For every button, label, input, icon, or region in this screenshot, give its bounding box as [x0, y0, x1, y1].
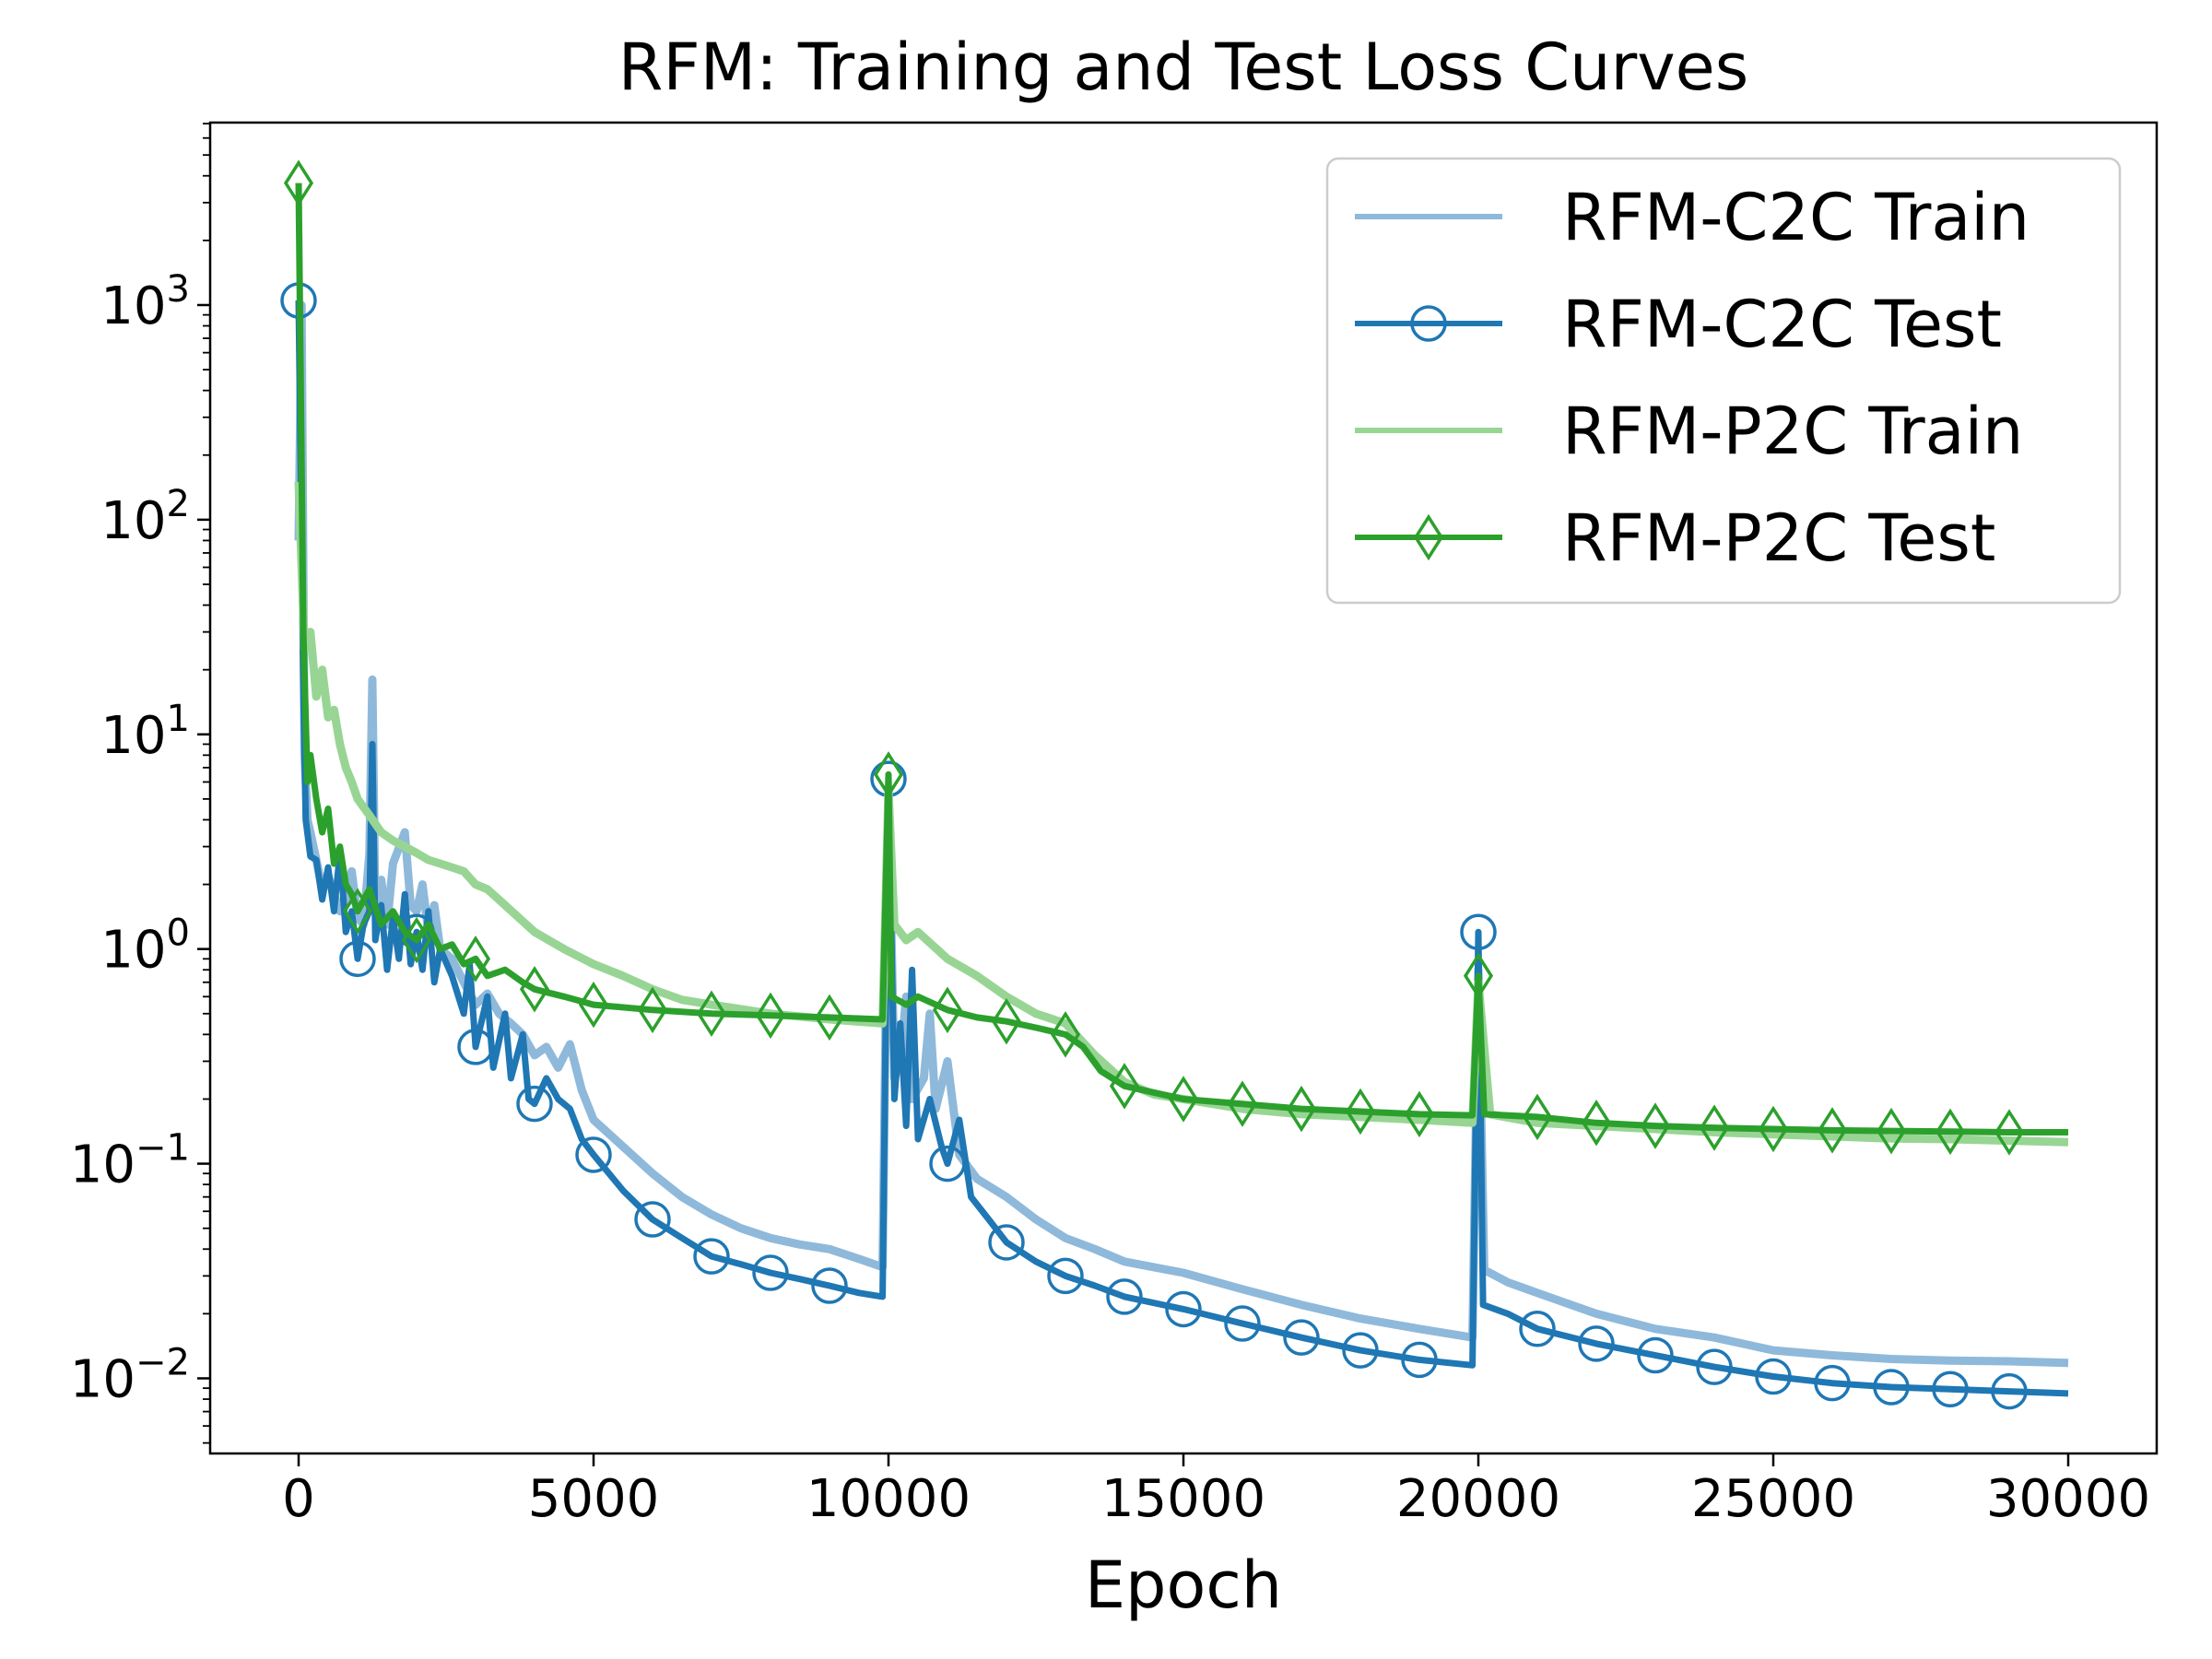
- x-tick-label: 20000: [1396, 1469, 1560, 1529]
- rfm-p2c-test-marker: [1581, 1099, 1612, 1147]
- rfm-p2c-test-marker: [1640, 1102, 1671, 1149]
- rfm-p2c-test-marker: [932, 986, 963, 1034]
- rfm-c2c-test-marker: [1460, 913, 1497, 950]
- rfm-p2c-test-marker: [1345, 1088, 1376, 1135]
- x-tick-label: 0: [282, 1469, 315, 1529]
- legend: RFM-C2C Train RFM-C2C Test RFM-P2C Train RF…: [1325, 157, 2122, 605]
- rfm-p2c-test-marker: [637, 986, 668, 1034]
- rfm-c2c-test-marker: [1047, 1257, 1084, 1295]
- y-tick-label: 103: [100, 268, 190, 336]
- legend-entry-rfm-c2c-train: RFM-C2C Train: [1355, 180, 2030, 255]
- rfm-c2c-test-marker: [929, 1145, 966, 1182]
- rfm-p2c-test-marker: [873, 751, 904, 798]
- legend-label: RFM-C2C Test: [1562, 287, 2002, 362]
- rfm-c2c-test-marker: [634, 1201, 671, 1238]
- rfm-p2c-test-marker: [1935, 1108, 1966, 1156]
- rfm-c2c-test-marker: [575, 1136, 612, 1173]
- legend-box: [1325, 157, 2122, 605]
- rfm-p2c-test-marker: [1463, 952, 1494, 1000]
- rfm-p2c-test-marker: [1404, 1090, 1435, 1138]
- rfm-p2c-test-marker: [283, 159, 314, 206]
- rfm-c2c-test-marker: [1283, 1319, 1320, 1356]
- rfm-p2c-test-marker: [1109, 1063, 1140, 1110]
- rfm-c2c-test-marker: [752, 1254, 789, 1291]
- rfm-p2c-test-marker: [578, 981, 609, 1029]
- rfm-c2c-test-marker: [1106, 1278, 1143, 1315]
- rfm-c2c-test-marker: [339, 940, 376, 978]
- plot-area: [280, 159, 2069, 1410]
- rfm-p2c-test-marker: [1227, 1080, 1258, 1127]
- rfm-c2c-test-marker: [516, 1085, 553, 1123]
- legend-label: RFM-P2C Test: [1562, 500, 1995, 576]
- rfm-p2c-test-marker: [342, 888, 373, 935]
- series-group: [280, 159, 2069, 1410]
- x-tick-label: 15000: [1101, 1469, 1265, 1529]
- legend-circle-icon: [1410, 305, 1447, 342]
- x-tick-label: 5000: [528, 1469, 660, 1529]
- rfm-p2c-test-marker: [1050, 1011, 1081, 1058]
- rfm-c2c-test-marker: [811, 1267, 848, 1304]
- rfm-c2c-test-marker: [1637, 1336, 1674, 1374]
- y-tick-label: 10−2: [70, 1341, 190, 1409]
- rfm-c2c-test-marker: [1519, 1311, 1556, 1347]
- rfm-p2c-test-marker: [1758, 1105, 1789, 1153]
- rfm-c2c-test-marker: [1696, 1348, 1733, 1385]
- rfm-c2c-test-marker: [1224, 1305, 1261, 1342]
- rfm-c2c-test-marker: [1165, 1290, 1202, 1328]
- rfm-p2c-test-marker: [460, 935, 491, 982]
- rfm-c2c-test-marker: [1991, 1372, 2028, 1410]
- rfm-c2c-test-marker: [1932, 1371, 1969, 1408]
- rfm-c2c-test-marker: [693, 1238, 730, 1275]
- legend-diamond-icon: [1413, 513, 1444, 561]
- rfm-p2c-test-marker: [755, 992, 786, 1040]
- rfm-p2c-test-marker: [1522, 1093, 1553, 1141]
- axes: 0 5000 10000 15000 20000 25000 30000 10−2 10−1 10…: [70, 121, 2159, 1529]
- rfm-p2c-test-marker: [1168, 1076, 1199, 1123]
- legend-entry-rfm-c2c-test: RFM-C2C Test: [1355, 287, 2002, 362]
- rfm-c2c-test-marker: [1755, 1358, 1792, 1395]
- rfm-c2c-test-line: [295, 300, 2069, 1397]
- y-tick-label: 100: [100, 912, 190, 981]
- legend-entry-rfm-p2c-test: RFM-P2C Test: [1355, 500, 1995, 576]
- chart-title: RFM: Training and Test Loss Curves: [618, 29, 1748, 105]
- rfm-p2c-test-marker: [1994, 1109, 2025, 1156]
- rfm-p2c-test-marker: [814, 994, 845, 1041]
- rfm-p2c-test-marker: [696, 990, 727, 1038]
- x-tick-label: 30000: [1986, 1469, 2150, 1529]
- x-tick-label: 25000: [1691, 1469, 1855, 1529]
- rfm-p2c-test-marker: [1876, 1107, 1907, 1155]
- x-axis-label: Epoch: [1085, 1547, 1282, 1623]
- rfm-c2c-test-marker: [988, 1224, 1025, 1261]
- rfm-p2c-test-marker: [1699, 1104, 1730, 1151]
- y-tick-label: 10−1: [70, 1127, 190, 1195]
- rfm-c2c-test-marker: [1578, 1325, 1615, 1362]
- rfm-p2c-test-marker: [1286, 1085, 1317, 1133]
- rfm-p2c-test-marker: [1817, 1107, 1848, 1154]
- rfm-p2c-test-marker: [991, 997, 1022, 1045]
- rfm-c2c-test-marker: [457, 1029, 494, 1065]
- rfm-c2c-test-marker: [1814, 1364, 1851, 1402]
- rfm-c2c-test-marker: [1873, 1369, 1910, 1406]
- rfm-p2c-test-marker: [401, 916, 432, 964]
- rfm-c2c-test-marker: [1342, 1332, 1379, 1369]
- legend-label: RFM-C2C Train: [1562, 180, 2030, 255]
- x-tick-label: 10000: [806, 1469, 971, 1529]
- rfm-c2c-test-marker: [1401, 1341, 1438, 1379]
- legend-entry-rfm-p2c-train: RFM-P2C Train: [1355, 394, 2023, 469]
- y-tick-label: 101: [100, 698, 190, 766]
- y-tick-label: 102: [100, 483, 190, 551]
- legend-label: RFM-P2C Train: [1562, 394, 2023, 469]
- rfm-p2c-test-marker: [519, 965, 550, 1013]
